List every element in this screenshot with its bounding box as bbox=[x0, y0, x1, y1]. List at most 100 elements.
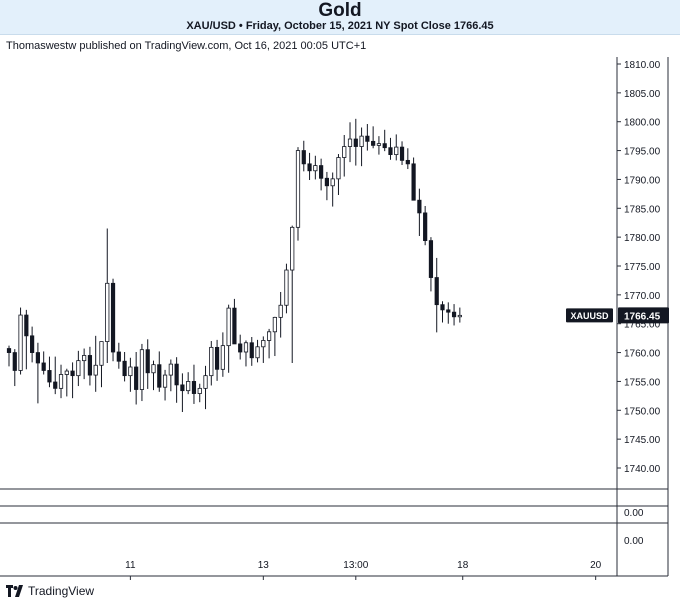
candle-body bbox=[284, 269, 289, 306]
candle-body bbox=[457, 314, 462, 318]
chart-header: Gold XAU/USD • Friday, October 15, 2021 … bbox=[0, 0, 680, 35]
candle-body bbox=[399, 146, 405, 161]
y-tick-label: 1745.00 bbox=[624, 435, 661, 446]
y-tick-label: 1765.00 bbox=[624, 320, 661, 331]
candle-body bbox=[110, 282, 116, 353]
chart-title: Gold bbox=[318, 0, 362, 21]
candle-body bbox=[428, 240, 434, 278]
chart-subtitle: XAU/USD • Friday, October 15, 2021 NY Sp… bbox=[186, 20, 494, 32]
last-price-badge: XAUUSD 1766.45 bbox=[566, 307, 669, 324]
candle-body bbox=[220, 345, 225, 370]
price-label: 1766.45 bbox=[624, 311, 661, 322]
candle-body bbox=[76, 360, 81, 377]
y-tick-label: 1790.00 bbox=[624, 175, 661, 186]
y-tick-label: 1760.00 bbox=[624, 349, 661, 360]
tradingview-logo[interactable]: TradingView bbox=[6, 584, 94, 598]
candle-body bbox=[376, 143, 382, 146]
candle-body bbox=[446, 309, 451, 313]
y-tick-label: 1785.00 bbox=[624, 204, 661, 215]
candle-body bbox=[82, 355, 87, 362]
x-tick-label: 13 bbox=[258, 560, 270, 571]
candle-body bbox=[451, 311, 457, 318]
candle-body bbox=[157, 364, 162, 388]
y-tick-label: 1795.00 bbox=[624, 147, 661, 158]
candle-body bbox=[87, 355, 93, 376]
candle-body bbox=[70, 370, 75, 377]
candle-body bbox=[209, 346, 214, 377]
candle-body bbox=[58, 374, 64, 389]
candle-body bbox=[330, 178, 335, 187]
publisher-note: Thomaswestw published on TradingView.com… bbox=[6, 40, 367, 52]
candle-body bbox=[12, 352, 17, 371]
y-tick-label: 1810.00 bbox=[624, 60, 661, 71]
y-tick-label: 1740.00 bbox=[624, 464, 661, 475]
candle-body bbox=[388, 147, 393, 156]
candle-body bbox=[353, 138, 358, 147]
candle-body bbox=[342, 146, 347, 158]
candle-body bbox=[232, 307, 237, 345]
candle-body bbox=[405, 159, 410, 165]
symbol-tag bbox=[566, 308, 613, 323]
candle-body bbox=[122, 360, 127, 377]
candle-body bbox=[417, 199, 422, 214]
candle-body bbox=[411, 163, 416, 201]
y-tick-label: 1750.00 bbox=[624, 406, 661, 417]
candle-body bbox=[174, 363, 179, 386]
candle-body bbox=[162, 374, 168, 388]
candle-body bbox=[382, 143, 387, 149]
candle-body bbox=[255, 346, 260, 359]
x-tick-label: 20 bbox=[590, 560, 602, 571]
candle-body bbox=[272, 316, 277, 333]
y-tick-label: 1770.00 bbox=[624, 291, 661, 302]
candle-body bbox=[214, 346, 220, 370]
candle-body bbox=[116, 351, 121, 362]
candle-body bbox=[151, 364, 156, 374]
candle-body bbox=[99, 341, 104, 366]
candle-body bbox=[180, 384, 185, 392]
candle-body bbox=[197, 387, 202, 394]
indicator-panes: 0.00 0.00 bbox=[0, 488, 668, 547]
candle-body bbox=[365, 135, 370, 142]
candle-body bbox=[319, 165, 324, 179]
candle-body bbox=[243, 342, 249, 353]
candle-body bbox=[191, 381, 197, 394]
candle-body bbox=[261, 340, 266, 348]
tradingview-logo-icon bbox=[6, 585, 23, 597]
candle-body bbox=[145, 349, 150, 374]
candle-body bbox=[24, 314, 29, 337]
y-tick-label: 1780.00 bbox=[624, 233, 661, 244]
candle-body bbox=[134, 366, 139, 390]
candle-body bbox=[128, 366, 133, 377]
candle-body bbox=[238, 343, 243, 353]
candle-body bbox=[6, 348, 12, 353]
pane-value-label: 0.00 bbox=[624, 536, 644, 547]
tradingview-brand: TradingView bbox=[28, 584, 95, 598]
candle-body bbox=[440, 304, 445, 311]
candle-body bbox=[93, 364, 98, 376]
x-axis: 11 13 13:00 18 20 bbox=[125, 560, 602, 580]
pane-value-label: 0.00 bbox=[624, 508, 644, 519]
candle-body bbox=[324, 177, 330, 187]
candle-body bbox=[105, 282, 110, 343]
candle-body bbox=[35, 352, 41, 364]
y-tick-label: 1800.00 bbox=[624, 118, 661, 129]
x-tick-label: 11 bbox=[125, 560, 136, 571]
y-tick-label: 1755.00 bbox=[624, 377, 661, 388]
x-tick-label: 18 bbox=[457, 560, 469, 571]
symbol-label: XAUUSD bbox=[570, 311, 609, 321]
candle-body bbox=[359, 135, 364, 147]
y-axis: 1810.00 1805.00 1800.00 1795.00 1790.00 1785.… bbox=[617, 60, 661, 475]
y-tick-label: 1775.00 bbox=[624, 262, 661, 273]
candle-body bbox=[336, 157, 341, 180]
y-tick-label: 1805.00 bbox=[624, 89, 661, 100]
candle-body bbox=[203, 375, 208, 389]
candle-body bbox=[168, 363, 173, 376]
candle-body bbox=[313, 165, 318, 172]
candle-body bbox=[30, 335, 35, 353]
candles bbox=[6, 118, 462, 413]
candle-body bbox=[41, 362, 46, 371]
candle-body bbox=[290, 226, 295, 271]
candle-body bbox=[249, 342, 254, 359]
candle-body bbox=[371, 140, 376, 146]
